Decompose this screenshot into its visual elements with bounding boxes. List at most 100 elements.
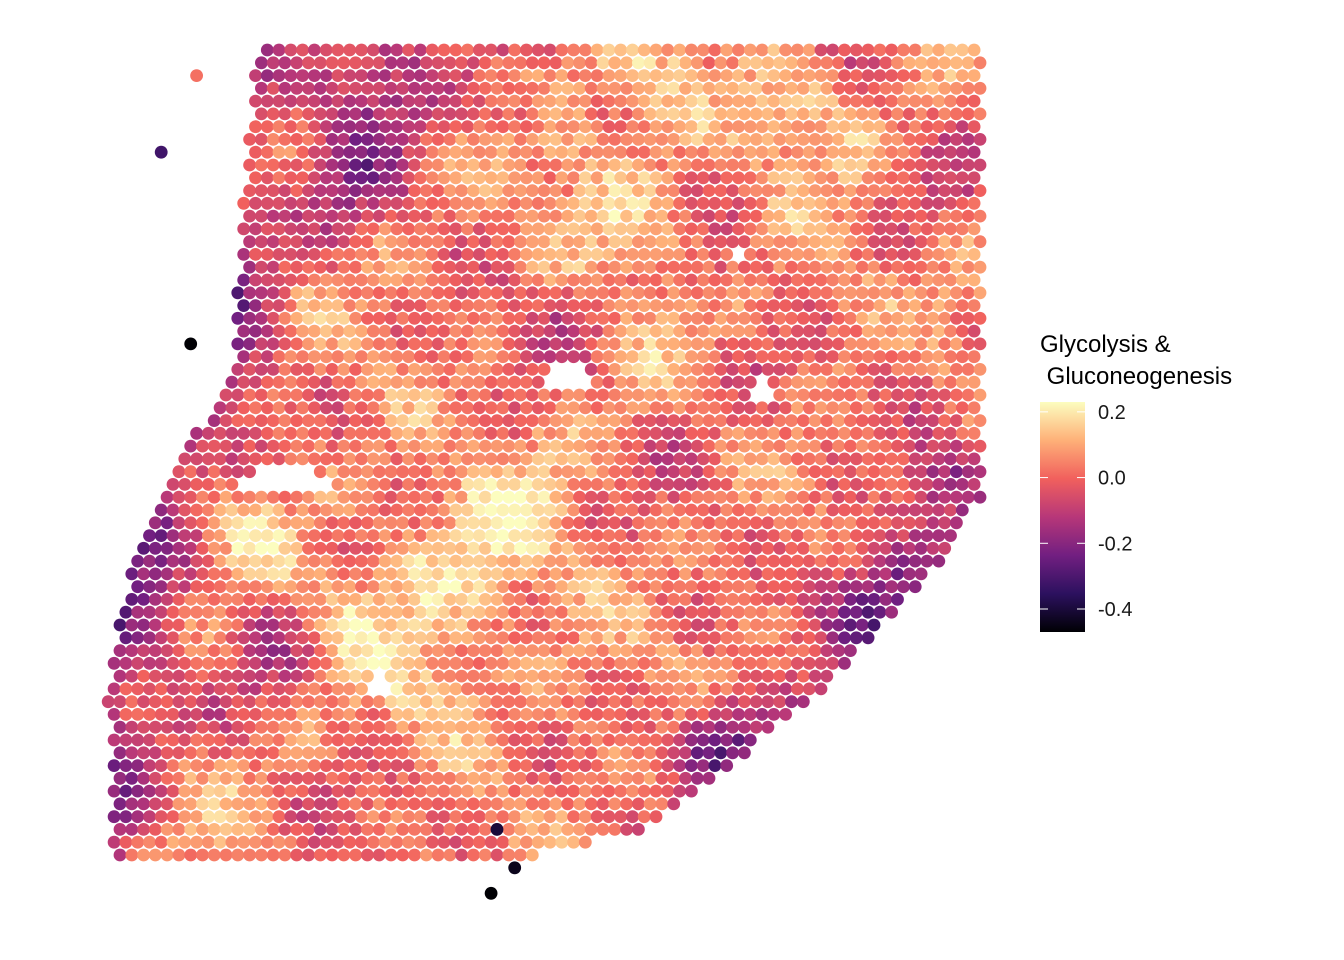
data-point: [154, 605, 168, 619]
data-point: [449, 784, 463, 798]
data-point: [855, 593, 869, 606]
data-point: [461, 401, 474, 415]
data-point: [396, 311, 410, 325]
data-point: [838, 554, 851, 568]
data-point: [855, 363, 869, 376]
data-point: [396, 81, 410, 95]
data-point: [249, 196, 262, 210]
data-point: [808, 133, 822, 146]
data-point: [478, 465, 492, 479]
data-point: [402, 43, 415, 57]
data-point: [679, 746, 692, 760]
data-point: [207, 720, 221, 734]
data-point: [313, 669, 327, 683]
data-point: [331, 656, 345, 670]
data-point: [779, 401, 792, 415]
data-point: [148, 823, 162, 836]
data-point: [402, 554, 415, 568]
data-point: [449, 273, 463, 287]
data-point: [749, 720, 763, 734]
data-point: [714, 720, 728, 734]
data-point: [802, 426, 816, 440]
data-point: [743, 554, 757, 568]
spot-layer: [101, 43, 987, 900]
data-point: [826, 375, 840, 389]
data-point: [290, 260, 304, 274]
data-point: [879, 158, 893, 172]
data-point: [249, 299, 262, 312]
data-point: [290, 184, 304, 198]
data-point: [331, 708, 345, 721]
data-point: [926, 388, 940, 402]
data-point: [313, 209, 327, 223]
data-point: [667, 465, 681, 479]
data-point: [319, 503, 333, 517]
data-point: [938, 337, 952, 351]
data-point: [319, 452, 333, 466]
data-point: [791, 401, 804, 415]
data-point: [231, 644, 245, 657]
data-point: [944, 120, 957, 134]
data-point: [419, 260, 433, 274]
data-point: [873, 605, 887, 619]
data-point: [685, 708, 698, 721]
data-point: [302, 56, 315, 70]
data-point: [443, 695, 457, 709]
data-point: [402, 299, 415, 312]
data-point: [202, 631, 215, 645]
data-point: [319, 656, 333, 670]
data-point: [225, 503, 239, 517]
data-point: [802, 350, 816, 364]
data-point: [302, 695, 315, 709]
data-point: [861, 426, 875, 440]
data-point: [349, 516, 362, 530]
data-point: [243, 669, 256, 683]
data-point: [643, 797, 657, 811]
data-point: [113, 695, 127, 709]
data-point: [908, 120, 922, 134]
data-point: [378, 835, 392, 849]
data-point: [484, 350, 498, 364]
data-point: [844, 490, 857, 504]
data-point: [219, 720, 233, 734]
data-point: [802, 222, 816, 236]
data-point: [926, 209, 940, 223]
data-point: [814, 401, 828, 415]
data-point: [366, 759, 380, 772]
data-point: [502, 337, 516, 351]
data-point: [578, 605, 592, 619]
data-point: [702, 695, 716, 709]
data-point: [573, 56, 586, 70]
data-point: [496, 580, 510, 594]
data-point: [755, 682, 769, 696]
data-point: [897, 554, 910, 568]
data-point: [496, 784, 510, 798]
data-point: [260, 605, 274, 619]
data-point: [525, 260, 539, 274]
data-point: [349, 669, 362, 683]
data-point: [508, 631, 522, 645]
data-point: [926, 541, 940, 555]
data-point: [643, 669, 657, 683]
data-point: [755, 43, 769, 57]
data-point: [225, 708, 239, 721]
data-point: [213, 426, 227, 440]
data-point: [272, 145, 286, 159]
data-point: [396, 209, 410, 223]
data-point: [531, 554, 545, 568]
data-point: [738, 618, 751, 632]
data-point: [207, 797, 221, 811]
data-point: [490, 771, 504, 785]
data-point: [673, 478, 686, 491]
data-point: [567, 299, 580, 312]
data-point: [508, 810, 522, 824]
data-point: [749, 260, 763, 274]
data-point: [302, 311, 315, 325]
data-point: [702, 209, 716, 223]
data-point: [844, 388, 857, 402]
data-point: [855, 439, 869, 453]
data-point: [255, 337, 268, 351]
data-point: [319, 554, 333, 568]
data-point: [172, 541, 186, 555]
data-point: [696, 248, 710, 261]
